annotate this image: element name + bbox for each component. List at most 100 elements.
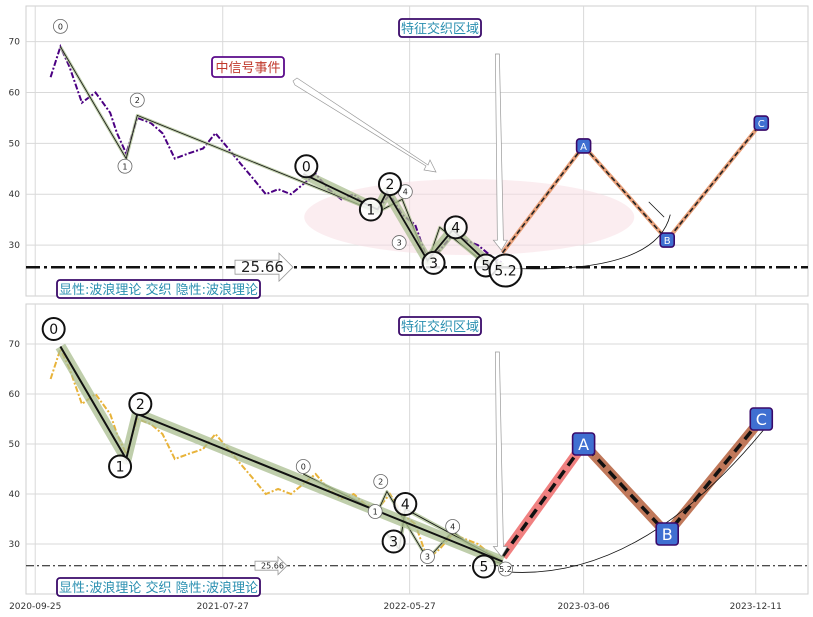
big-wave-label: 5 [481,258,490,274]
big-wave-label: 1 [116,460,125,476]
legend-box [56,577,261,597]
projection-marker [749,407,774,431]
y-tick-label: 60 [9,390,21,400]
small-wave-label: 4 [450,523,455,532]
feature-zone-arrow [492,351,508,558]
x-tick-label: 2021-07-27 [197,602,249,612]
forecast-curve [502,214,671,270]
small-wave-label: 3 [425,553,430,562]
y-tick-label: 30 [9,241,21,251]
signal-event-text: 中信号事件 [215,61,280,76]
big-wave-marker [294,154,319,179]
y-tick-label: 50 [9,139,21,149]
big-wave-marker [488,253,523,288]
big-wave-label: 3 [429,256,438,272]
small-wave-label: 3 [397,239,402,248]
small-wave-label: 0 [301,463,306,472]
support-label: 25.66 [261,562,284,571]
support-arrow [254,555,288,576]
big-wave-label: 3 [389,535,398,551]
big-wave-label: 0 [302,159,311,175]
big-wave-label: 0 [49,322,58,338]
small-wave-marker [367,504,383,519]
big-wave-marker [358,197,383,222]
projection-line [501,417,763,558]
feature-zone-box [398,18,482,38]
small-wave-marker [445,519,461,534]
feature-zone-text: 特征交织区域 [401,21,479,37]
feature-zone-text: 特征交织区域 [401,319,479,335]
support-arrow [234,252,294,283]
big-wave-marker [381,529,406,554]
small-wave-label: 1 [373,508,378,517]
big-wave-label: 2 [385,177,394,193]
y-tick-label: 70 [9,340,21,350]
support-label: 25.66 [241,258,284,276]
projection-label: C [756,410,767,429]
big-wave-label: 2 [136,397,145,413]
big-wave-marker [377,172,402,197]
small-wave-label: 0 [58,22,63,31]
forecast-curve-tick [648,201,665,218]
x-tick-label: 2022-05-27 [383,602,435,612]
feature-zone-box [398,316,482,336]
big-wave-marker [108,454,133,479]
projection-marker [571,432,596,456]
small-wave-marker [373,474,389,489]
projection-label: C [758,119,765,130]
projection-label: A [578,435,589,454]
big-wave-marker [393,492,418,516]
small-wave-marker [391,235,407,250]
y-tick-label: 60 [9,88,21,98]
big-wave-label: 5 [480,560,489,576]
big-wave-label: 4 [451,220,460,236]
x-tick-label: 2020-09-25 [9,602,61,612]
y-tick-label: 40 [9,190,21,200]
feature-zone-arrow [492,53,508,251]
legend-text: 显性:波浪理论 交织 隐性:波浪理论 [59,282,258,298]
legend-text: 显性:波浪理论 交织 隐性:波浪理论 [59,580,258,596]
small-wave-marker [295,459,311,474]
projection-label: B [664,236,671,247]
big-wave-marker [421,250,446,275]
x-tick-label: 2023-03-06 [557,602,610,612]
price-line [49,43,504,264]
big-wave-marker [443,215,468,240]
big-wave-line [59,345,503,563]
plot-area [25,303,809,595]
small-wave-label: 1 [122,162,127,171]
y-tick-label: 30 [9,540,21,550]
small-wave-marker [117,158,133,174]
signal-event-box [211,56,285,78]
projection-line [501,122,762,254]
y-tick-label: 50 [9,440,21,450]
y-tick-label: 70 [9,38,21,48]
small-wave-label: 2 [378,478,383,487]
big-wave-marker [128,392,153,416]
forecast-curve [502,428,765,573]
small-wave-marker [498,561,513,577]
projection-marker [575,138,592,154]
big-wave-label: 1 [366,203,375,219]
projection-label: B [662,525,673,544]
y-tick-label: 40 [9,490,21,500]
projection-marker [753,115,770,131]
legend-box [56,279,261,299]
big-wave-label: 5.2 [494,264,516,280]
projection-marker [655,522,680,546]
big-wave-label: 4 [401,497,410,513]
projection-marker [659,232,676,248]
small-wave-label: 4 [403,188,408,197]
big-wave-marker [41,317,66,341]
x-tick-label: 2023-12-11 [730,602,782,612]
big-wave-marker [472,554,497,579]
projection-label: A [580,142,587,153]
small-wave-marker [129,92,145,108]
small-wave-marker [53,18,68,34]
small-wave-marker [420,549,435,564]
small-wave-label: 2 [135,96,140,105]
small-wave-label: 5.2 [499,565,512,574]
